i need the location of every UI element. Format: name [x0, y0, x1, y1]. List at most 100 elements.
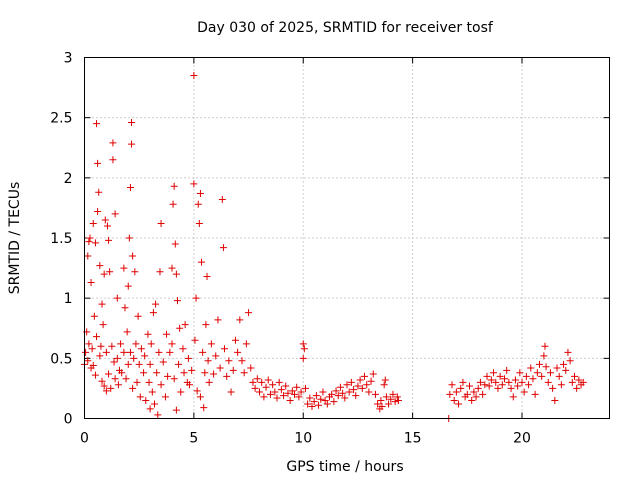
data-point [262, 383, 270, 391]
data-point [111, 375, 119, 383]
data-point [483, 372, 491, 380]
data-point [529, 375, 537, 383]
data-point [310, 398, 318, 406]
data-point [132, 340, 140, 348]
data-point [343, 381, 351, 389]
data-point [520, 388, 528, 396]
data-point [266, 390, 274, 398]
data-point [377, 396, 385, 404]
data-point [350, 386, 358, 394]
data-point [177, 388, 185, 396]
data-point [216, 364, 224, 372]
data-point [136, 393, 144, 401]
data-point [223, 372, 231, 380]
data-point [566, 357, 574, 365]
data-point [204, 357, 212, 365]
data-point [207, 340, 215, 348]
data-point [120, 348, 128, 356]
data-point [249, 378, 257, 386]
data-point [448, 381, 456, 389]
data-point [369, 370, 377, 378]
data-point [304, 400, 312, 408]
data-point [109, 139, 117, 147]
data-point [382, 393, 390, 401]
data-point [231, 336, 239, 344]
data-point [120, 264, 128, 272]
data-point [234, 348, 242, 356]
y-tick-label: 3 [64, 51, 73, 67]
data-point [485, 382, 493, 390]
data-point [161, 393, 169, 401]
data-point [84, 252, 92, 260]
data-point [474, 384, 482, 392]
data-point [538, 372, 546, 380]
data-point [111, 210, 119, 218]
data-point [100, 382, 108, 390]
data-point [91, 239, 99, 247]
data-point [339, 389, 347, 397]
data-point [522, 372, 530, 380]
data-point [106, 268, 114, 276]
data-point [123, 328, 131, 336]
data-point [107, 384, 115, 392]
data-point [190, 180, 198, 188]
data-point [175, 360, 183, 368]
data-point [367, 377, 375, 385]
data-point [95, 188, 103, 196]
data-point [496, 372, 504, 380]
data-point [332, 387, 340, 395]
data-point [291, 390, 298, 398]
data-point [555, 372, 563, 380]
data-point [173, 297, 181, 305]
data-point [93, 333, 101, 341]
data-point [505, 378, 513, 386]
data-point [365, 388, 373, 396]
data-point [93, 120, 101, 128]
data-point [86, 234, 94, 242]
data-point [156, 268, 164, 276]
data-point [89, 220, 97, 228]
data-point [179, 345, 187, 353]
y-tick-label: 2 [64, 171, 73, 187]
data-point [487, 376, 495, 384]
data-point [560, 360, 568, 368]
data-point [568, 378, 576, 386]
data-point [126, 348, 134, 356]
data-point [196, 393, 204, 401]
data-point [319, 388, 327, 396]
data-point [164, 372, 172, 380]
data-point [121, 304, 129, 312]
data-point [227, 388, 235, 396]
data-point [113, 294, 121, 302]
data-point [527, 364, 535, 372]
data-point [157, 220, 165, 228]
data-point [531, 390, 539, 398]
data-point [452, 388, 460, 396]
data-point [459, 378, 467, 386]
data-point [154, 411, 162, 419]
data-point [564, 348, 572, 356]
data-point [540, 352, 548, 360]
data-point [90, 312, 98, 320]
data-point [171, 240, 179, 248]
data-point [551, 396, 559, 404]
data-point [387, 395, 395, 403]
data-point [507, 384, 515, 392]
data-point [105, 370, 113, 378]
data-point [391, 398, 399, 406]
data-point [141, 352, 149, 360]
data-point [549, 384, 557, 392]
data-point [269, 381, 277, 389]
data-point [553, 364, 561, 372]
data-point [470, 388, 478, 396]
data-point [192, 294, 200, 302]
x-tick-label: 0 [80, 431, 89, 447]
data-point [385, 400, 393, 408]
data-point [514, 382, 522, 390]
data-point [571, 372, 578, 380]
data-point [450, 396, 458, 404]
data-point [286, 396, 294, 404]
data-point [341, 394, 349, 402]
data-point [381, 376, 389, 384]
data-point [258, 378, 266, 386]
